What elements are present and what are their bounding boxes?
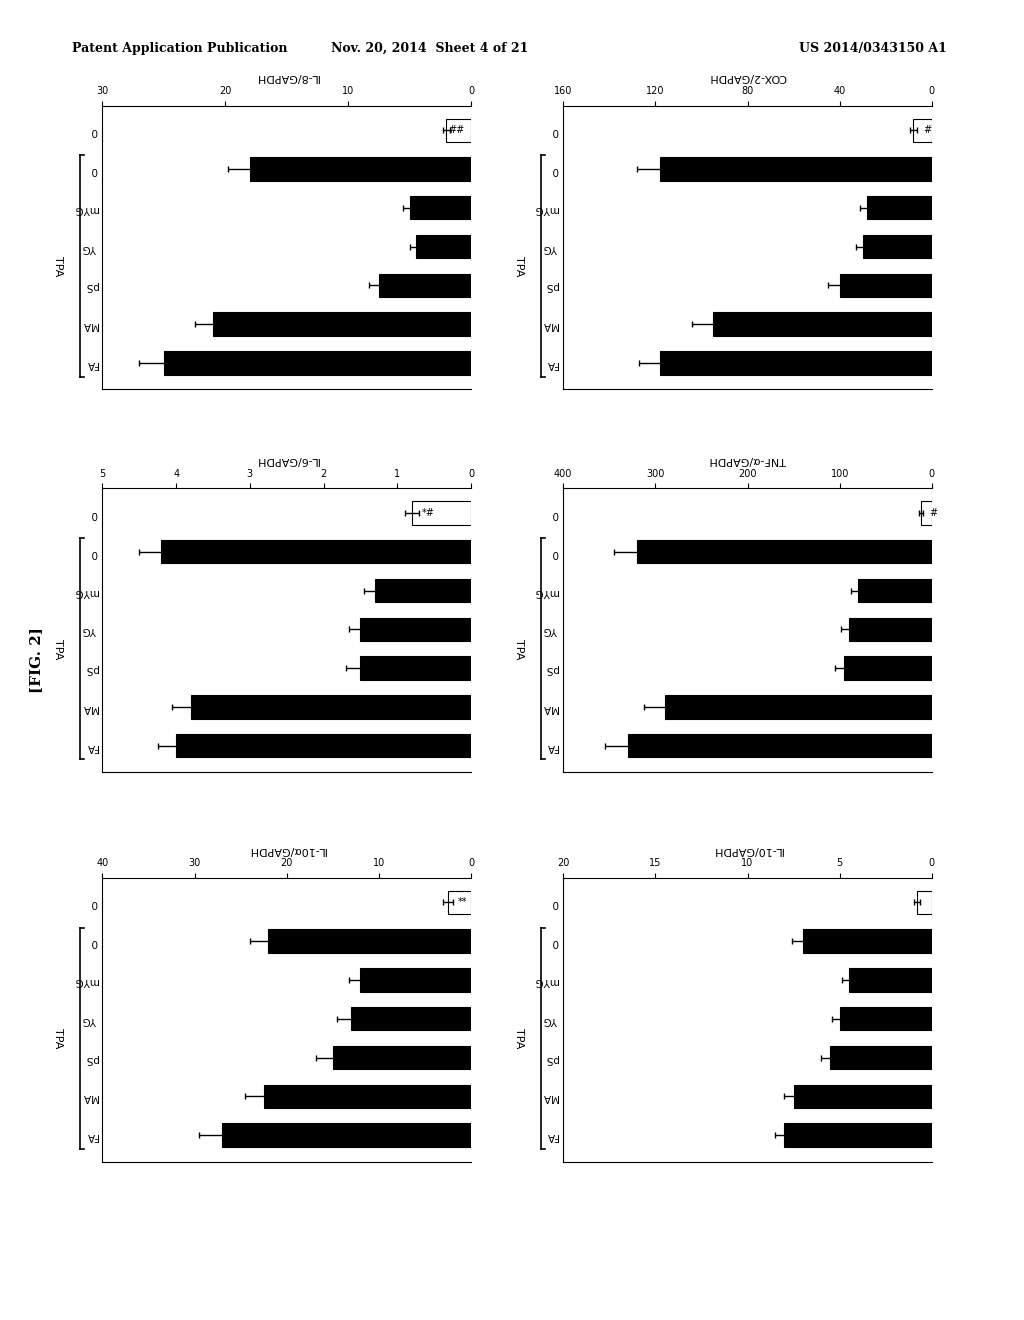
Bar bbox=[162, 540, 471, 564]
Text: *: * bbox=[432, 242, 436, 252]
Bar bbox=[637, 540, 932, 564]
Text: *: * bbox=[866, 975, 871, 985]
Bar bbox=[446, 119, 471, 141]
Text: US 2014/0343150 A1: US 2014/0343150 A1 bbox=[799, 42, 946, 55]
Text: *: * bbox=[880, 242, 885, 252]
Text: *: * bbox=[398, 280, 403, 290]
Bar bbox=[222, 1123, 471, 1147]
Bar bbox=[360, 618, 471, 642]
Bar bbox=[351, 1007, 471, 1031]
Bar bbox=[840, 273, 932, 297]
Bar bbox=[250, 157, 471, 181]
Text: ##: ## bbox=[449, 125, 465, 135]
Bar bbox=[263, 1085, 471, 1107]
X-axis label: IL-6/GAPDH: IL-6/GAPDH bbox=[255, 455, 318, 465]
Text: *: * bbox=[885, 203, 889, 213]
Bar bbox=[862, 235, 932, 259]
Text: Patent Application Publication: Patent Application Publication bbox=[72, 42, 287, 55]
Text: **: ** bbox=[381, 663, 390, 673]
Bar bbox=[360, 969, 471, 991]
Text: TPA: TPA bbox=[53, 639, 62, 659]
Bar bbox=[333, 1045, 471, 1069]
Text: *: * bbox=[857, 1014, 862, 1024]
Text: **: ** bbox=[690, 702, 699, 711]
Bar bbox=[867, 197, 932, 219]
Text: *: * bbox=[426, 203, 430, 213]
Bar bbox=[921, 502, 932, 524]
Text: *: * bbox=[863, 663, 868, 673]
X-axis label: IL-10/GAPDH: IL-10/GAPDH bbox=[712, 845, 783, 854]
Bar bbox=[176, 734, 471, 758]
Bar bbox=[784, 1123, 932, 1147]
Bar bbox=[416, 235, 471, 259]
Text: *: * bbox=[382, 975, 386, 985]
Bar bbox=[190, 696, 471, 718]
Bar bbox=[794, 1085, 932, 1107]
Bar bbox=[379, 273, 471, 297]
Bar bbox=[803, 929, 932, 953]
Text: *#: *# bbox=[421, 508, 434, 517]
Text: *: * bbox=[396, 586, 401, 595]
Text: TPA: TPA bbox=[53, 1028, 62, 1048]
Text: TPA: TPA bbox=[53, 256, 62, 276]
Bar bbox=[713, 313, 932, 335]
Bar bbox=[918, 891, 932, 913]
Bar bbox=[840, 1007, 932, 1031]
Bar bbox=[913, 119, 932, 141]
Text: *: * bbox=[382, 624, 386, 635]
Bar bbox=[447, 891, 471, 913]
Text: **: ** bbox=[354, 1052, 365, 1063]
Bar bbox=[858, 579, 932, 602]
Text: TPA: TPA bbox=[514, 256, 523, 276]
Text: Nov. 20, 2014  Sheet 4 of 21: Nov. 20, 2014 Sheet 4 of 21 bbox=[332, 42, 528, 55]
Bar bbox=[360, 656, 471, 680]
Text: **: ** bbox=[458, 898, 467, 907]
Bar bbox=[410, 197, 471, 219]
Text: #: # bbox=[924, 125, 932, 135]
Bar bbox=[660, 157, 932, 181]
Bar bbox=[412, 502, 471, 524]
Bar bbox=[628, 734, 932, 758]
Text: [FIG. 2]: [FIG. 2] bbox=[29, 627, 43, 693]
Bar bbox=[213, 313, 471, 335]
X-axis label: COX-2/GAPDH: COX-2/GAPDH bbox=[709, 73, 786, 82]
Bar bbox=[268, 929, 471, 953]
Text: #: # bbox=[929, 508, 937, 517]
X-axis label: IL-10α/GAPDH: IL-10α/GAPDH bbox=[248, 845, 326, 854]
Text: *: * bbox=[660, 741, 666, 751]
Bar bbox=[375, 579, 471, 602]
Bar bbox=[849, 969, 932, 991]
Text: TPA: TPA bbox=[514, 1028, 523, 1048]
Bar bbox=[665, 696, 932, 718]
Bar bbox=[830, 1045, 932, 1069]
Bar bbox=[844, 656, 932, 680]
X-axis label: IL-8/GAPDH: IL-8/GAPDH bbox=[255, 73, 318, 82]
Bar bbox=[164, 351, 471, 375]
Text: *: * bbox=[867, 624, 872, 635]
Bar bbox=[660, 351, 932, 375]
Bar bbox=[849, 618, 932, 642]
X-axis label: TNF-α/GAPDH: TNF-α/GAPDH bbox=[710, 455, 785, 465]
Text: *: * bbox=[876, 586, 881, 595]
Text: TPA: TPA bbox=[514, 639, 523, 659]
Text: *: * bbox=[375, 1014, 380, 1024]
